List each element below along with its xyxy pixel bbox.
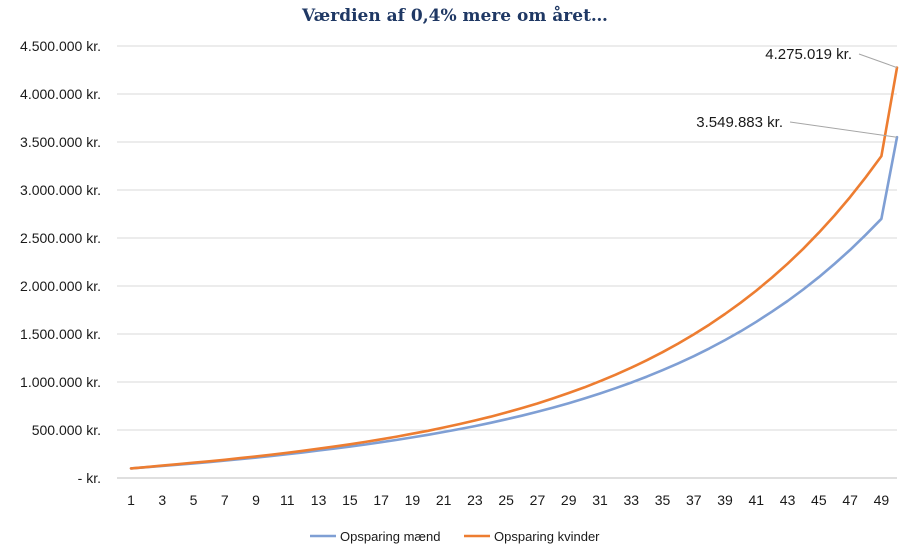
- x-tick-label: 33: [623, 492, 639, 508]
- x-tick-label: 1: [127, 492, 135, 508]
- x-tick-label: 41: [749, 492, 765, 508]
- y-tick-label: 3.500.000 kr.: [20, 134, 101, 150]
- x-tick-label: 9: [252, 492, 260, 508]
- legend-label-1: Opsparing mænd: [340, 529, 440, 544]
- legend-label-2: Opsparing kvinder: [494, 529, 600, 544]
- series-line-1: [129, 135, 899, 470]
- y-tick-label: 3.000.000 kr.: [20, 182, 101, 198]
- x-tick-label: 23: [467, 492, 483, 508]
- data-label: 3.549.883 kr.: [696, 114, 783, 131]
- chart-title: Værdien af 0,4% mere om året…: [301, 5, 608, 26]
- y-tick-label: 4.000.000 kr.: [20, 86, 101, 102]
- x-tick-label: 19: [405, 492, 421, 508]
- y-tick-label: - kr.: [78, 470, 101, 486]
- x-tick-label: 17: [373, 492, 389, 508]
- y-axis: - kr. 500.000 kr. 1.000.000 kr. 1.500.000 k…: [20, 38, 101, 486]
- gridlines: [117, 45, 897, 479]
- x-tick-label: 31: [592, 492, 608, 508]
- legend: Opsparing mænd Opsparing kvinder: [310, 529, 600, 544]
- x-axis: 1 3 5 7 9 11 13 15 17 19 21 23 25 27 29 31 33 35 37 39 41 43 4…: [127, 492, 889, 508]
- x-tick-label: 15: [342, 492, 358, 508]
- x-tick-label: 29: [561, 492, 577, 508]
- y-tick-label: 4.500.000 kr.: [20, 38, 101, 54]
- plot-area: [129, 66, 899, 470]
- annotation-leader: [789, 121, 898, 138]
- x-tick-label: 35: [655, 492, 671, 508]
- x-tick-label: 13: [311, 492, 327, 508]
- x-tick-label: 27: [530, 492, 546, 508]
- x-tick-label: 45: [811, 492, 827, 508]
- x-tick-label: 37: [686, 492, 702, 508]
- x-tick-label: 47: [842, 492, 858, 508]
- y-tick-label: 500.000 kr.: [32, 422, 101, 438]
- x-tick-label: 11: [280, 492, 295, 508]
- annotations: 4.275.019 kr. 3.549.883 kr.: [696, 46, 898, 138]
- x-tick-label: 3: [158, 492, 166, 508]
- y-tick-label: 2.000.000 kr.: [20, 278, 101, 294]
- y-tick-label: 1.000.000 kr.: [20, 374, 101, 390]
- x-tick-label: 7: [221, 492, 229, 508]
- series-line-2: [129, 66, 899, 470]
- x-tick-label: 43: [780, 492, 796, 508]
- x-tick-label: 21: [436, 492, 452, 508]
- x-tick-label: 5: [190, 492, 198, 508]
- data-label: 4.275.019 kr.: [765, 46, 852, 63]
- annotation-leader: [858, 53, 898, 69]
- y-tick-label: 1.500.000 kr.: [20, 326, 101, 342]
- x-tick-label: 49: [874, 492, 890, 508]
- x-tick-label: 39: [717, 492, 733, 508]
- x-tick-label: 25: [498, 492, 514, 508]
- y-tick-label: 2.500.000 kr.: [20, 230, 101, 246]
